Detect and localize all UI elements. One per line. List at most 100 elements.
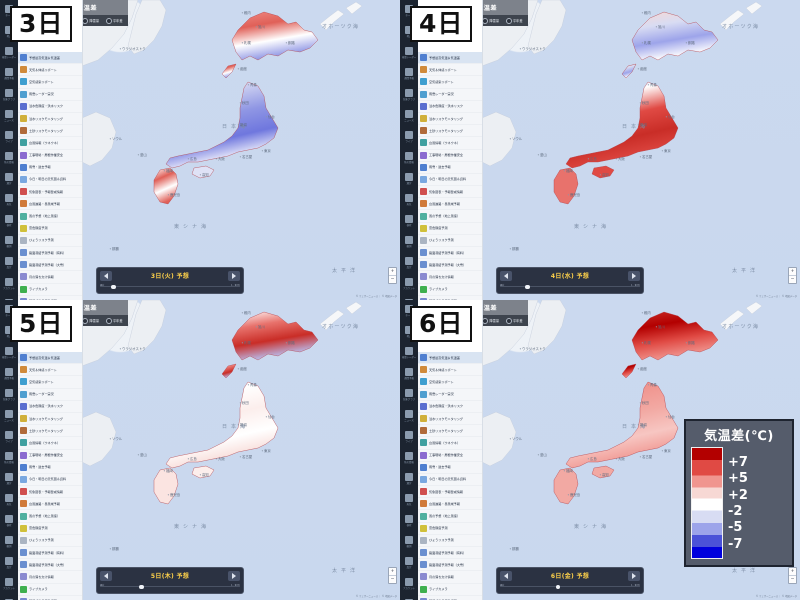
rail-item-home-icon[interactable]: ホーム: [400, 300, 418, 321]
sidebar-item-6[interactable]: 土砂リスクモニタリング: [418, 425, 482, 438]
zoom-in-button[interactable]: +: [390, 269, 395, 274]
rail-item-user-icon[interactable]: アカウント: [0, 273, 18, 294]
sidebar-item-13[interactable]: 風の予想（地上風速）: [418, 510, 482, 523]
zoom-controls[interactable]: + −: [788, 567, 797, 584]
sidebar-item-5[interactable]: 浸水リスクモニタリング: [418, 413, 482, 426]
sidebar-item-20[interactable]: PM2.5粒子飛散予測: [418, 596, 482, 600]
timeline-track[interactable]: [100, 585, 240, 588]
sidebar-item-2[interactable]: 空気感染リポート: [418, 76, 482, 89]
radio-4[interactable]: 平年差: [505, 317, 523, 324]
sidebar-item-1[interactable]: 天気＆体感リポート: [418, 64, 482, 77]
sidebar-item-14[interactable]: 雷危険度予測: [18, 523, 82, 535]
rail-item-pin-icon[interactable]: 地点: [0, 321, 18, 342]
sidebar-item-6[interactable]: 土砂リスクモニタリング: [418, 125, 482, 138]
radio-3[interactable]: 降雪量: [482, 317, 499, 324]
sidebar-item-16[interactable]: 路面凍結予測予報（有料）: [18, 247, 82, 260]
sidebar-item-11[interactable]: 気象図表・予報警戒情報: [18, 486, 82, 499]
timeline-slider[interactable]: 現在 1／6(月): [500, 583, 640, 590]
sidebar-item-9[interactable]: 雨雪・過去予報: [418, 162, 482, 174]
sidebar-item-0[interactable]: 予想最高気温＆気温差: [418, 352, 482, 365]
zoom-in-button[interactable]: +: [790, 269, 795, 274]
zoom-controls[interactable]: + −: [788, 267, 797, 284]
sidebar-item-11[interactable]: 気象図表・予報警戒情報: [18, 186, 82, 199]
sidebar-item-18[interactable]: 月の満ち欠け情報: [418, 571, 482, 584]
rail-item-search-icon[interactable]: 検索: [0, 210, 18, 231]
sidebar-item-2[interactable]: 空気感染リポート: [18, 76, 82, 89]
sidebar-item-0[interactable]: 予想最高気温＆気温差: [18, 52, 82, 65]
timeline-track[interactable]: [500, 585, 640, 588]
sidebar-item-11[interactable]: 気象図表・予報警戒情報: [418, 486, 482, 499]
sidebar-item-19[interactable]: ライブカメラ: [18, 584, 82, 596]
rail-item-search-icon[interactable]: 検索: [400, 510, 418, 531]
rail-item-video-icon[interactable]: ライブ: [0, 426, 18, 447]
rail-item-chart-icon[interactable]: 気象グラフ: [400, 84, 418, 105]
sidebar-item-19[interactable]: ライブカメラ: [418, 284, 482, 296]
weather-map[interactable]: 日 本 海太 平 洋 オホーツク海東 シ ナ 海 ウラジオストク 稚内 旭川 札幌 釧路 函館…: [82, 0, 400, 300]
app-icon-rail[interactable]: ホーム 地点 雨雲レーダー 週間予報 気象グラフ ニュース ライブ 防災情報 潮汐 天気 検索 観測設…: [400, 0, 418, 300]
sidebar-item-0[interactable]: 予想最高気温＆気温差: [18, 352, 82, 365]
sidebar-item-2[interactable]: 空気感染リポート: [18, 376, 82, 389]
sidebar-item-3[interactable]: 雨雲レーダー実況: [18, 89, 82, 101]
sidebar-item-15[interactable]: ひょうリスク予測: [18, 235, 82, 247]
timeline-slider[interactable]: 現在 1／6(月): [500, 283, 640, 290]
rail-item-gear-icon[interactable]: 設定: [400, 252, 418, 273]
radio-dot-icon[interactable]: [105, 317, 112, 324]
sidebar-item-4[interactable]: 浸水危険度・洪水リスク: [418, 401, 482, 413]
rail-item-radar-icon[interactable]: 雨雲レーダー: [400, 42, 418, 63]
sidebar-item-18[interactable]: 月の満ち欠け情報: [18, 271, 82, 284]
sidebar-item-14[interactable]: 雷危険度予測: [418, 523, 482, 535]
timeline-slider[interactable]: 現在 1／6(月): [100, 583, 240, 590]
rail-item-user-icon[interactable]: アカウント: [400, 273, 418, 294]
rail-item-search-icon[interactable]: 検索: [0, 510, 18, 531]
rail-item-radar-icon[interactable]: 雨雲レーダー: [0, 342, 18, 363]
timeline-prev-button[interactable]: [100, 270, 112, 281]
sidebar-item-9[interactable]: 雨雪・過去予報: [18, 162, 82, 174]
sidebar-item-1[interactable]: 天気＆体感リポート: [18, 64, 82, 77]
rail-item-gear-icon[interactable]: 設定: [400, 552, 418, 573]
sidebar-item-4[interactable]: 浸水危険度・洪水リスク: [18, 101, 82, 113]
timeline-knob[interactable]: [139, 584, 144, 589]
rail-item-chart-icon[interactable]: 気象グラフ: [0, 384, 18, 405]
sidebar-item-8[interactable]: 工事現場・屋根作業安全: [418, 450, 482, 462]
sidebar-item-13[interactable]: 風の予想（地上風速）: [18, 510, 82, 523]
sidebar-item-18[interactable]: 月の満ち欠け情報: [418, 271, 482, 284]
rail-item-radar-icon[interactable]: 雨雲レーダー: [0, 42, 18, 63]
radio-dot-icon[interactable]: [482, 317, 489, 324]
sidebar-item-20[interactable]: PM2.5粒子飛散予測: [18, 596, 82, 600]
rail-item-calendar-icon[interactable]: 週間予報: [400, 363, 418, 384]
sidebar-item-7[interactable]: 台風情報（ウネウネ）: [18, 437, 82, 450]
sidebar-item-10[interactable]: 今日・明日の天気図＆資料: [18, 174, 82, 187]
sidebar-item-1[interactable]: 天気＆体感リポート: [18, 364, 82, 377]
layer-sidebar[interactable]: 予想最高気温＆気温差 天気＆体感リポート 空気感染リポート 雨雲レーダー実況 浸水危険度…: [18, 0, 83, 300]
radio-3[interactable]: 降雪量: [482, 17, 499, 24]
rail-item-chart-icon[interactable]: 気象グラフ: [400, 384, 418, 405]
timeline-control[interactable]: 3日(火) 予想 現在 1／6(月): [96, 267, 244, 294]
rail-item-warning-icon[interactable]: 防災情報: [400, 447, 418, 468]
zoom-out-button[interactable]: −: [389, 275, 396, 282]
sidebar-item-16[interactable]: 路面凍結予測予報（有料）: [418, 547, 482, 560]
zoom-controls[interactable]: + −: [388, 567, 397, 584]
rail-item-home-icon[interactable]: ホーム: [400, 0, 418, 21]
sidebar-item-17[interactable]: 路面凍結予測予報（大雪）: [418, 559, 482, 572]
rail-item-tide-icon[interactable]: 潮汐: [0, 168, 18, 189]
timeline-knob[interactable]: [556, 584, 561, 589]
rail-item-sun-icon[interactable]: 天気: [0, 189, 18, 210]
sidebar-item-6[interactable]: 土砂リスクモニタリング: [18, 125, 82, 138]
timeline-control[interactable]: 4日(水) 予想 現在 1／6(月): [496, 267, 644, 294]
rail-item-book-icon[interactable]: 資料: [400, 294, 418, 300]
rail-item-home-icon[interactable]: ホーム: [0, 0, 18, 21]
sidebar-item-15[interactable]: ひょうリスク予測: [418, 235, 482, 247]
rail-item-sun-icon[interactable]: 天気: [400, 489, 418, 510]
sidebar-item-11[interactable]: 気象図表・予報警戒情報: [418, 186, 482, 199]
layer-sidebar[interactable]: 予想最高気温＆気温差 天気＆体感リポート 空気感染リポート 雨雲レーダー実況 浸水危険度…: [418, 300, 483, 600]
radio-dot-icon[interactable]: [105, 17, 112, 24]
app-icon-rail[interactable]: ホーム 地点 雨雲レーダー 週間予報 気象グラフ ニュース ライブ 防災情報 潮汐 天気 検索 観測設…: [400, 300, 418, 600]
sidebar-item-15[interactable]: ひょうリスク予測: [18, 535, 82, 547]
sidebar-item-16[interactable]: 路面凍結予測予報（有料）: [18, 547, 82, 560]
radio-4[interactable]: 平年差: [105, 17, 123, 24]
sidebar-item-10[interactable]: 今日・明日の天気図＆資料: [18, 474, 82, 487]
sidebar-item-5[interactable]: 浸水リスクモニタリング: [18, 113, 82, 126]
timeline-knob[interactable]: [525, 284, 530, 289]
radio-3[interactable]: 降雪量: [82, 17, 99, 24]
radio-dot-icon[interactable]: [82, 17, 89, 24]
